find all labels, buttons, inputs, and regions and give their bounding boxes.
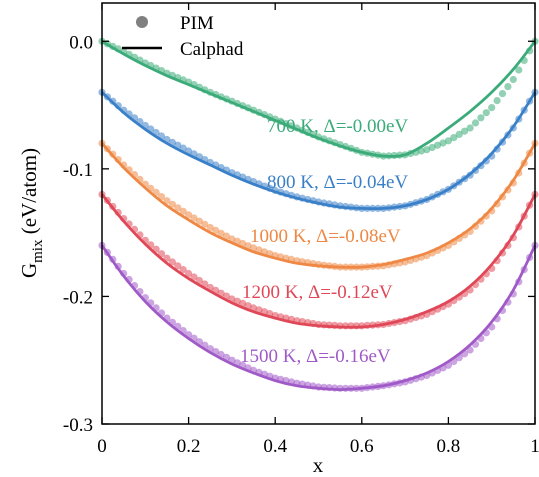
pim-point-1000k bbox=[179, 207, 187, 215]
x-tick-label: 0.8 bbox=[437, 436, 461, 457]
calphad-line-800k bbox=[101, 91, 537, 211]
pim-point-1000k bbox=[190, 214, 198, 222]
x-tick-label: 0 bbox=[97, 436, 107, 457]
pim-point-1000k bbox=[163, 197, 171, 205]
pim-point-1000k bbox=[174, 204, 182, 212]
series-800k bbox=[98, 88, 539, 212]
pim-point-700k bbox=[498, 90, 507, 98]
plot-frame bbox=[101, 2, 536, 425]
pim-point-1200k bbox=[185, 269, 193, 278]
y-tick-label: -0.1 bbox=[63, 160, 93, 181]
pim-point-1000k bbox=[168, 200, 176, 208]
annotations: 700 K, Δ=-0.00eV 800 K, Δ=-0.04eV 1000 K, … bbox=[240, 116, 408, 367]
pim-point-1000k bbox=[212, 226, 220, 234]
pim-point-700k bbox=[471, 119, 480, 127]
pim-point-1200k bbox=[190, 273, 198, 281]
pim-point-1000k bbox=[222, 232, 231, 240]
series-label-800k: 800 K, Δ=-0.04eV bbox=[267, 172, 408, 193]
pim-point-1000k bbox=[195, 217, 203, 225]
series-1200k bbox=[98, 190, 539, 330]
pim-point-1200k bbox=[244, 302, 252, 310]
pim-point-1200k bbox=[168, 258, 176, 266]
pim-point-1000k bbox=[185, 211, 193, 219]
pim-point-700k bbox=[482, 109, 490, 117]
pim-point-700k bbox=[455, 130, 463, 138]
calphad-line-700k bbox=[101, 40, 537, 158]
legend-marker-pim bbox=[136, 16, 148, 28]
pim-point-700k bbox=[509, 75, 517, 84]
pim-point-1000k bbox=[206, 223, 214, 232]
legend-label-calphad: Calphad bbox=[180, 39, 244, 60]
y-tick-label: 0.0 bbox=[69, 32, 93, 53]
x-tick-label: 1 bbox=[530, 436, 539, 457]
series-1000k bbox=[98, 139, 539, 271]
pim-point-1000k bbox=[217, 229, 225, 237]
pim-point-700k bbox=[504, 83, 512, 91]
pim-point-1200k bbox=[239, 299, 247, 307]
pim-point-700k bbox=[439, 139, 447, 147]
series-label-1500k: 1500 K, Δ=-0.16eV bbox=[240, 346, 391, 367]
pim-point-1200k bbox=[174, 262, 182, 270]
y-axis-title-unit: (eV/atom) bbox=[17, 148, 41, 240]
pim-point-1000k bbox=[201, 220, 209, 228]
series-label-1200k: 1200 K, Δ=-0.12eV bbox=[242, 282, 393, 303]
pim-point-700k bbox=[434, 141, 442, 149]
tick-labels: 0 0.2 0.4 0.6 0.8 1 0.0 -0.1 -0.2 -0.3 bbox=[63, 32, 539, 457]
y-tick-label: -0.3 bbox=[63, 415, 93, 436]
pim-point-1000k bbox=[157, 193, 166, 201]
calphad-line-1000k bbox=[100, 142, 537, 269]
pim-point-700k bbox=[450, 134, 458, 142]
pim-point-700k bbox=[477, 114, 485, 122]
pim-point-700k bbox=[461, 127, 469, 135]
pim-point-700k bbox=[428, 143, 436, 152]
pim-point-700k bbox=[515, 66, 523, 74]
pim-point-1200k bbox=[179, 266, 187, 274]
pim-point-700k bbox=[466, 124, 474, 132]
y-axis-title-symbol: G bbox=[17, 263, 41, 278]
calphad-line-1500k bbox=[100, 244, 537, 392]
pim-point-700k bbox=[444, 137, 452, 145]
pim-point-1200k bbox=[195, 276, 203, 285]
series-label-700k: 700 K, Δ=-0.00eV bbox=[267, 116, 408, 137]
series-label-1000k: 1000 K, Δ=-0.08eV bbox=[250, 226, 401, 247]
pim-point-700k bbox=[488, 104, 496, 112]
y-axis-title: Gmix (eV/atom) bbox=[17, 148, 46, 278]
calphad-line-1200k bbox=[100, 193, 537, 329]
pim-point-1200k bbox=[163, 254, 171, 262]
ticks bbox=[101, 3, 536, 425]
series-700k bbox=[98, 37, 539, 160]
series-1500k bbox=[98, 241, 539, 392]
pim-point-700k bbox=[493, 97, 501, 105]
x-axis-title: x bbox=[313, 453, 324, 477]
x-tick-label: 0.4 bbox=[263, 436, 287, 457]
legend-label-pim: PIM bbox=[180, 13, 214, 34]
x-tick-label: 0.2 bbox=[177, 436, 201, 457]
legend: PIM Calphad bbox=[122, 13, 244, 60]
y-axis-title-subscript: mix bbox=[30, 239, 46, 263]
plot-data bbox=[98, 37, 539, 392]
x-tick-label: 0.6 bbox=[350, 436, 374, 457]
pim-point-700k bbox=[423, 146, 431, 154]
y-tick-label: -0.2 bbox=[63, 287, 93, 308]
